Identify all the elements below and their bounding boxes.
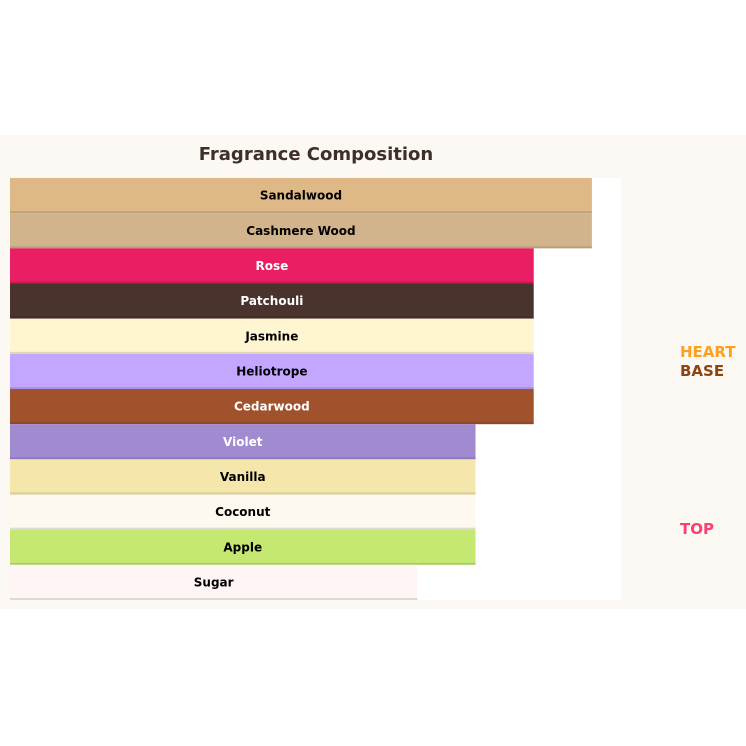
bar-jasmine — [10, 318, 534, 354]
annotation-base: BASE — [680, 362, 724, 380]
bar-shadow — [10, 457, 476, 460]
chart-title: Fragrance Composition — [199, 144, 433, 165]
bar-shadow — [10, 316, 534, 319]
bar-heliotrope — [10, 353, 534, 389]
bar-coconut — [10, 494, 476, 530]
bar-sugar — [10, 564, 418, 600]
bar-cedarwood — [10, 389, 534, 425]
bar-label: Rose — [255, 259, 288, 273]
bar-shadow — [10, 246, 592, 249]
bar-shadow — [10, 562, 476, 565]
bars-group: Sandalwood Cashmere Wood Rose Patchouli Jasm… — [10, 178, 592, 600]
bar-label: Jasmine — [244, 329, 298, 343]
bar-shadow — [10, 598, 418, 600]
bar-violet — [10, 424, 476, 460]
bar-label: Cashmere Wood — [246, 224, 355, 238]
bar-patchouli — [10, 283, 534, 319]
bar-label: Coconut — [215, 505, 270, 519]
bar-cashmere-wood — [10, 213, 592, 249]
bar-shadow — [10, 527, 476, 530]
bar-sandalwood — [10, 178, 592, 214]
bar-label: Sugar — [194, 575, 234, 589]
annotation-heart: HEART — [680, 343, 736, 361]
bar-label: Sandalwood — [260, 189, 342, 203]
bar-vanilla — [10, 459, 476, 495]
annotation-top: TOP — [680, 520, 714, 538]
bar-apple — [10, 529, 476, 565]
bar-label: Vanilla — [220, 470, 266, 484]
bar-shadow — [10, 211, 592, 214]
bar-shadow — [10, 492, 476, 495]
bar-shadow — [10, 422, 534, 425]
bar-label: Patchouli — [240, 294, 303, 308]
bar-rose — [10, 248, 534, 284]
bar-label: Violet — [223, 435, 263, 449]
bar-shadow — [10, 387, 534, 389]
bar-label: Heliotrope — [236, 364, 307, 378]
bar-shadow — [10, 351, 534, 354]
bar-label: Apple — [223, 540, 262, 554]
bar-label: Cedarwood — [234, 400, 310, 414]
bar-shadow — [10, 281, 534, 284]
